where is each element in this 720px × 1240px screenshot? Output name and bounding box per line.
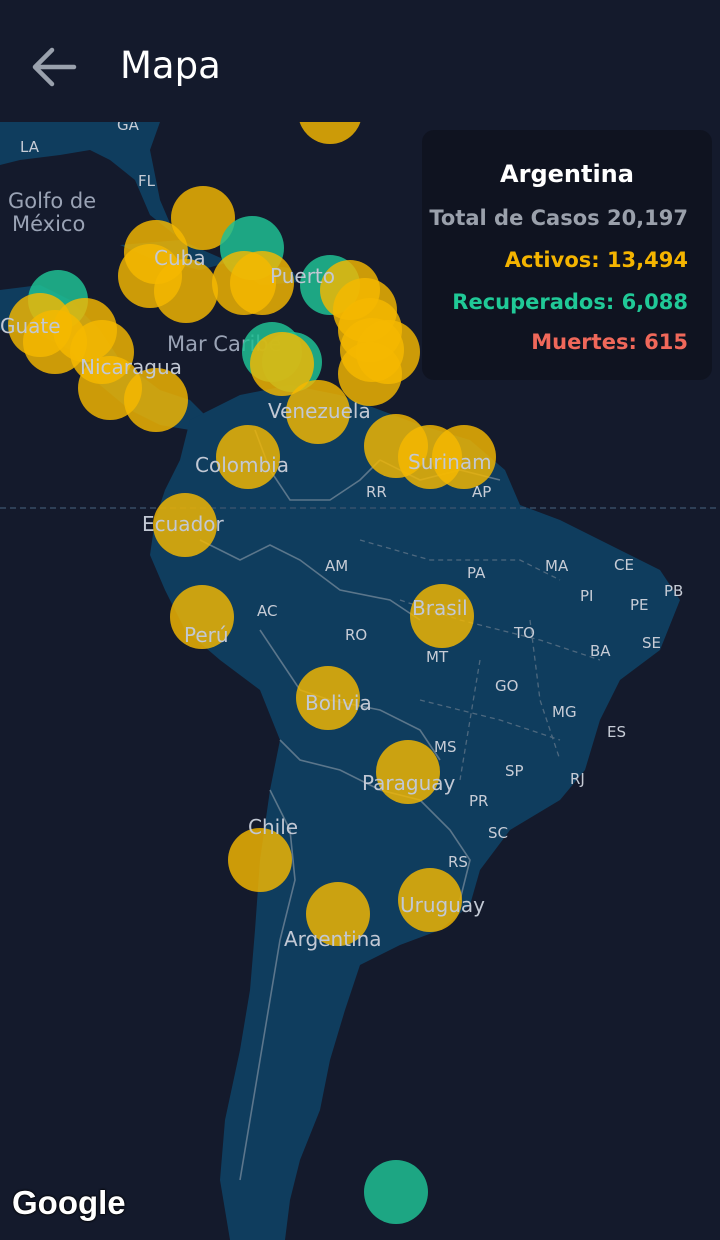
state-label: PR (469, 792, 488, 810)
country-info-window[interactable]: Argentina Total de Casos 20,197 Activos:… (422, 130, 712, 380)
map-label: Cuba (154, 246, 206, 270)
state-label: MT (426, 648, 449, 666)
state-label: GO (495, 677, 518, 695)
state-label: MS (434, 738, 456, 756)
case-bubble[interactable] (306, 882, 370, 946)
back-button[interactable] (22, 38, 86, 96)
map-label: Guate (0, 314, 61, 338)
state-label: RR (366, 483, 387, 501)
state-label: SE (642, 634, 661, 652)
state-labels: RR AP AM PA MA CE PB PI PE AC RO TO SE B… (257, 483, 683, 871)
case-bubble[interactable] (338, 342, 402, 406)
state-label: ES (607, 723, 626, 741)
page-title: Mapa (120, 44, 221, 87)
case-bubble[interactable] (398, 868, 462, 932)
map-label: Surinam (408, 450, 492, 474)
case-bubble[interactable] (228, 828, 292, 892)
map-label: Venezuela (268, 399, 371, 423)
map-label: Chile (248, 815, 298, 839)
map-label: Bolivia (305, 691, 372, 715)
land-south-america (150, 385, 680, 1240)
case-bubble[interactable] (154, 259, 218, 323)
map-label: Brasil (412, 596, 468, 620)
case-bubble[interactable] (298, 122, 362, 144)
info-deaths: Muertes: 615 (531, 330, 688, 354)
case-bubble[interactable] (410, 584, 474, 648)
state-label: SC (488, 824, 508, 842)
case-bubble[interactable] (364, 1160, 428, 1224)
case-bubble[interactable] (216, 425, 280, 489)
case-bubble[interactable] (124, 368, 188, 432)
map-label: Argentina (284, 927, 382, 951)
google-logo: Google (12, 1184, 126, 1221)
map-label: Paraguay (362, 771, 456, 795)
info-recovered-cases: Recuperados: 6,088 (452, 290, 688, 314)
state-label: BA (590, 642, 611, 660)
map-label: Nicaragua (80, 355, 182, 379)
case-bubble[interactable] (296, 666, 360, 730)
state-label: RJ (570, 770, 585, 788)
map-view[interactable]: Golfo de México Mar Caribe LA GA FL (0, 122, 720, 1240)
state-label: RO (345, 626, 367, 644)
map-label: Uruguay (400, 893, 485, 917)
map-label: FL (138, 172, 156, 190)
case-bubble[interactable] (171, 186, 235, 250)
state-label: PA (467, 564, 486, 582)
state-label: AM (325, 557, 348, 575)
state-label: AP (472, 483, 491, 501)
state-label: TO (513, 624, 535, 642)
state-label: PE (630, 596, 649, 614)
map-canvas[interactable]: Golfo de México Mar Caribe LA GA FL (0, 122, 720, 1240)
case-bubble[interactable] (153, 493, 217, 557)
case-bubble[interactable] (250, 332, 314, 396)
info-total-cases: Total de Casos 20,197 (429, 206, 688, 230)
map-label: Golfo de (8, 189, 96, 213)
map-label: Perú (184, 623, 229, 647)
state-label: MA (545, 557, 569, 575)
map-label: Puerto (270, 264, 335, 288)
case-bubble[interactable] (432, 425, 496, 489)
map-label: LA (20, 138, 40, 156)
state-label: SP (505, 762, 524, 780)
case-bubble[interactable] (170, 585, 234, 649)
case-bubble[interactable] (286, 380, 350, 444)
info-active-cases: Activos: 13,494 (504, 248, 688, 272)
state-label: MG (552, 703, 577, 721)
state-label: PI (580, 587, 593, 605)
case-bubbles[interactable] (8, 122, 496, 1224)
map-label: Colombia (195, 453, 289, 477)
state-label: CE (614, 556, 634, 574)
land-north-america (0, 122, 175, 235)
arrow-left-icon (32, 47, 77, 87)
case-bubble[interactable] (230, 251, 294, 315)
case-bubble[interactable] (376, 740, 440, 804)
state-label: AC (257, 602, 277, 620)
state-label: RS (448, 853, 468, 871)
state-label: PB (664, 582, 683, 600)
info-country-name: Argentina (500, 160, 634, 188)
map-label: Ecuador (142, 512, 224, 536)
app-bar: Mapa (0, 0, 720, 122)
map-label: GA (117, 122, 140, 134)
map-label: México (12, 212, 85, 236)
